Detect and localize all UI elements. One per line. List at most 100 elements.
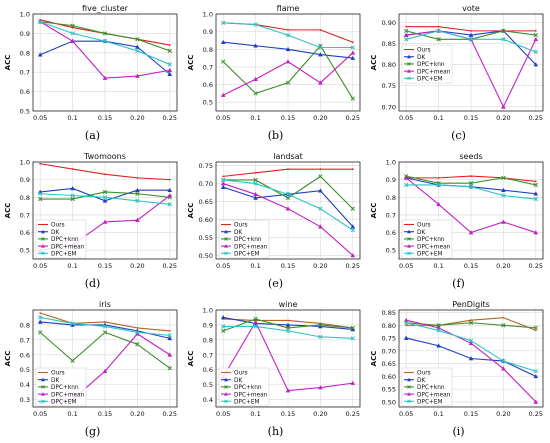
data-point-DPC+mean <box>501 219 506 224</box>
data-point-DPC+mean <box>167 352 173 357</box>
y-tick-label: 0.8 <box>20 194 30 202</box>
data-point-Ours <box>470 29 472 32</box>
data-point-DK <box>70 322 75 327</box>
data-point-DK <box>253 195 258 200</box>
legend-marker <box>41 244 45 248</box>
x-tick-label: 0.15 <box>281 262 295 270</box>
data-point-DPC+mean <box>220 92 226 97</box>
data-point-DK <box>37 319 43 324</box>
y-tick-label: 0.5 <box>20 247 30 255</box>
x-tick-label: 0.1 <box>250 262 260 270</box>
data-point-Ours <box>319 168 322 171</box>
x-tick-label: 0.1 <box>67 114 77 122</box>
x-tick-label: 0.25 <box>346 262 360 270</box>
legend-marker <box>224 229 228 234</box>
legend-label: DPC+mean <box>417 69 451 75</box>
legend-marker <box>407 62 411 66</box>
data-point-DPC+knn <box>167 366 172 371</box>
legend-marker <box>41 392 45 396</box>
chart-title: iris <box>99 300 111 309</box>
data-point-DPC+mean <box>403 32 409 37</box>
legend-label: DPC+knn <box>234 385 262 391</box>
data-point-DPC+knn <box>404 28 409 34</box>
y-axis-label: ACC <box>370 55 378 71</box>
data-point-DPC+knn <box>501 175 506 181</box>
y-tick-label: 0.8 <box>20 49 30 57</box>
chart-svg: landsat ACC 0.50 0.55 0.60 0.65 0.70 0.75 0.05 0.… <box>187 152 361 270</box>
data-point-DPC+knn <box>285 195 291 201</box>
legend-marker <box>224 237 228 241</box>
legend-marker <box>41 385 45 389</box>
data-point-DPC+EM <box>318 206 323 211</box>
data-point-Ours <box>351 168 354 171</box>
data-point-DPC+mean <box>285 206 291 211</box>
legend-label: DK <box>51 230 59 236</box>
legend-label: DPC+EM <box>417 400 443 406</box>
plot-frame <box>215 13 361 112</box>
data-point-DPC+EM <box>404 320 409 325</box>
data-point-Ours <box>168 44 171 46</box>
y-tick-label: 0.9 <box>203 321 213 329</box>
data-point-DPC+knn <box>38 330 43 335</box>
data-point-DK <box>102 198 108 203</box>
data-point-DPC+mean <box>167 67 173 73</box>
chart-title: seeds <box>459 152 482 161</box>
legend-marker <box>224 244 228 248</box>
legend-marker <box>407 399 411 404</box>
x-tick-label: 0.05 <box>399 114 413 122</box>
data-point-Ours <box>405 324 408 327</box>
x-tick-label: 0.25 <box>529 114 543 122</box>
data-point-DK <box>318 52 323 57</box>
legend-marker <box>407 54 411 59</box>
x-tick-label: 0.20 <box>313 114 327 122</box>
chart-panel-vote: vote ACC 0.70 0.75 0.80 0.85 0.90 0.05 0.1 0.15 0.… <box>367 0 550 147</box>
data-point-DPC+mean <box>436 201 441 207</box>
data-point-DPC+EM <box>468 184 474 189</box>
data-point-DPC+EM <box>70 321 75 326</box>
data-point-DPC+mean <box>318 224 323 229</box>
data-point-DPC+knn <box>70 358 75 363</box>
data-point-DPC+knn <box>102 330 108 335</box>
data-point-DPC+EM <box>70 31 75 36</box>
data-point-DPC+EM <box>221 20 226 25</box>
data-point-DPC+EM <box>501 358 506 364</box>
legend-label: DPC+knn <box>51 385 79 391</box>
data-point-DK <box>403 335 409 340</box>
data-point-DPC+mean <box>135 73 140 78</box>
x-tick-label: 0.05 <box>33 262 47 270</box>
x-tick-label: 0.15 <box>98 262 112 270</box>
data-point-DPC+mean <box>403 175 409 180</box>
data-point-DPC+EM <box>350 45 355 50</box>
data-point-Ours <box>39 312 42 314</box>
x-tick-label: 0.1 <box>433 262 443 270</box>
x-tick-label: 0.25 <box>346 114 360 122</box>
legend-label: DPC+EM <box>234 400 260 406</box>
x-tick-label: 0.20 <box>496 262 510 270</box>
legend-marker <box>407 69 411 73</box>
y-tick-label: 0.50 <box>199 252 213 260</box>
data-point-DK <box>318 324 323 329</box>
data-point-Ours <box>287 319 289 322</box>
panel-caption: (g) <box>84 425 101 438</box>
data-point-DPC+knn <box>253 177 258 183</box>
data-point-DPC+EM <box>285 33 291 38</box>
data-point-Ours <box>136 176 139 179</box>
y-tick-label: 0.7 <box>20 69 30 77</box>
data-point-DPC+EM <box>102 39 108 44</box>
data-point-DPC+knn <box>70 23 75 28</box>
data-point-Ours <box>351 41 354 44</box>
data-point-DPC+EM <box>253 22 258 27</box>
data-point-DPC+EM <box>533 196 538 202</box>
data-point-DPC+EM <box>38 315 43 320</box>
legend-label: DPC+knn <box>417 385 445 391</box>
data-point-DPC+knn <box>350 96 355 101</box>
chart-panel-PenDigits: PenDigits ACC 0.50 0.55 0.60 0.65 0.70 0.75 0.80… <box>367 296 550 443</box>
data-point-DPC+mean <box>318 80 323 85</box>
y-tick-label: 1.0 <box>203 11 213 19</box>
data-point-DPC+knn <box>533 325 538 331</box>
y-tick-label: 0.70 <box>382 347 396 355</box>
data-point-DK <box>350 55 356 60</box>
data-point-DPC+EM <box>135 48 140 54</box>
legend-label: DPC+EM <box>234 252 260 258</box>
y-tick-label: 0.6 <box>20 88 30 96</box>
